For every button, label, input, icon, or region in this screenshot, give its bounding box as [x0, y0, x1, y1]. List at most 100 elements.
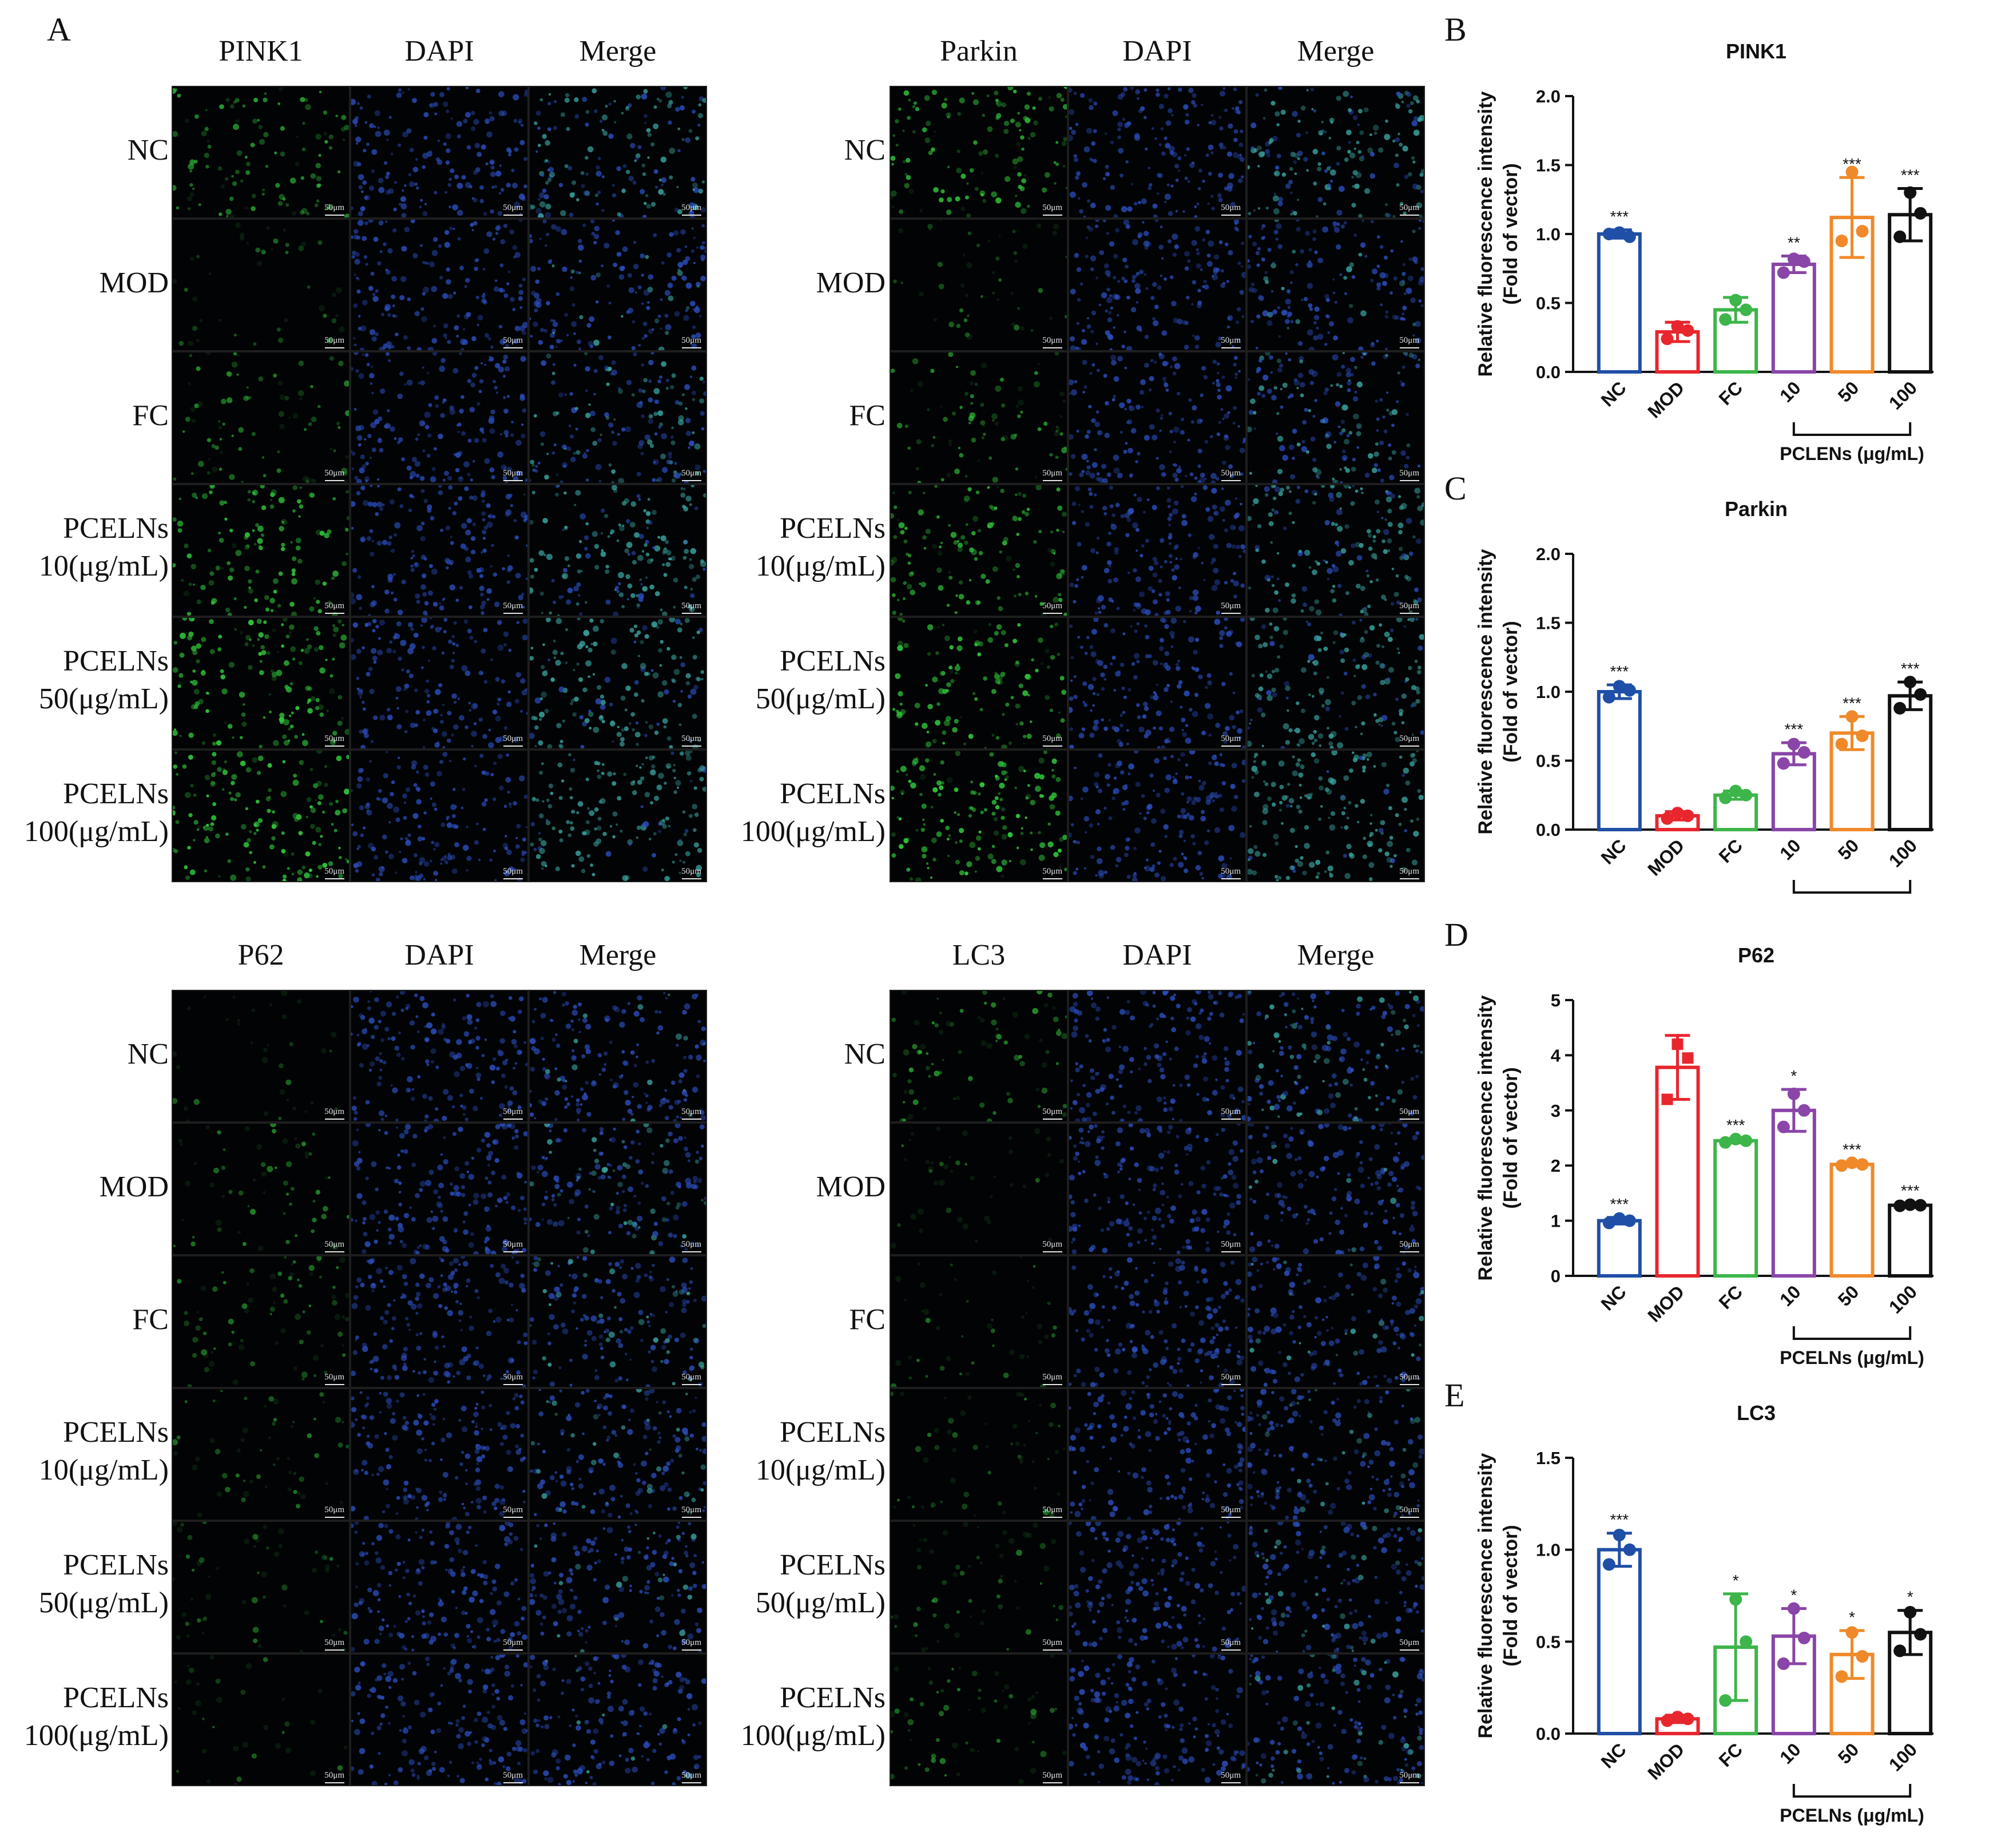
scale-bar — [682, 878, 701, 879]
x-tick-label-10: 10 — [1776, 377, 1805, 406]
row-label-lc3-3: PCELNs 10(μg/mL) — [755, 1416, 886, 1486]
scale-label: 50μm — [324, 734, 344, 743]
micrograph-p62-5-merge: 50μm — [529, 1653, 707, 1786]
micrograph-p62-1-merge: 50μm — [529, 1123, 707, 1255]
micrograph-p62-5-dapi: 50μm — [350, 1653, 529, 1786]
micrograph-parkin-1-dapi: 50μm — [1068, 219, 1246, 351]
group-bracket — [1792, 880, 1912, 894]
scale-bar — [1400, 1782, 1419, 1783]
scale-bar — [1400, 878, 1419, 879]
micrograph-lc3-4-dapi: 50μm — [1068, 1521, 1246, 1653]
data-point — [1893, 1644, 1907, 1657]
data-point — [1623, 230, 1636, 243]
bar-NC — [1597, 1219, 1642, 1278]
scale-bar — [1400, 613, 1419, 614]
scale-bar — [1221, 1649, 1241, 1651]
x-tick-label-FC: FC — [1714, 1281, 1746, 1313]
scale-label: 50μm — [1399, 1638, 1419, 1647]
data-point — [1777, 1657, 1790, 1670]
chart-p62: P62 Relative fluorescence intensity (Fold … — [1475, 943, 1933, 1368]
micrograph-p62-2-p62: 50μm — [172, 1255, 350, 1388]
micrograph-parkin-2-merge: 50μm — [1246, 351, 1425, 484]
y-tick-label: 2.0 — [1536, 544, 1561, 564]
micrograph-p62-5-p62: 50μm — [172, 1653, 350, 1786]
micrograph-parkin-4-merge: 50μm — [1246, 617, 1425, 749]
micrograph-pink1-0-dapi: 50μm — [350, 86, 529, 219]
chart-title: Parkin — [1725, 497, 1788, 521]
x-tick-label-MOD: MOD — [1643, 835, 1688, 879]
data-point — [1671, 807, 1684, 820]
micrograph-pink1-5-dapi: 50μm — [350, 749, 529, 882]
micrograph-lc3-5-lc3: 50μm — [890, 1653, 1068, 1786]
data-point — [1914, 207, 1927, 220]
micrograph-p62-4-merge: 50μm — [529, 1521, 707, 1653]
scale-label: 50μm — [1399, 601, 1419, 610]
significance-NC: *** — [1610, 1511, 1629, 1529]
data-point — [1787, 252, 1800, 265]
scale-bar — [1043, 215, 1062, 216]
scale-label: 50μm — [503, 1505, 523, 1514]
scale-label: 50μm — [681, 203, 701, 212]
data-point — [1613, 226, 1626, 239]
data-point — [1682, 1052, 1694, 1064]
row-label-pink1-0: NC — [127, 134, 169, 166]
micrograph-lc3-2-lc3: 50μm — [890, 1255, 1068, 1388]
y-tick-label: 1.0 — [1536, 682, 1561, 702]
micrograph-pink1-2-pink1: 50μm — [172, 351, 350, 484]
group-label: PCELNs (μg/mL) — [1780, 1805, 1924, 1826]
micrograph-parkin-2-parkin: 50μm — [890, 351, 1068, 484]
scale-label: 50μm — [503, 734, 523, 743]
scale-label: 50μm — [1221, 1505, 1241, 1514]
scale-label: 50μm — [1042, 601, 1062, 610]
scale-label: 50μm — [324, 336, 344, 345]
scale-bar — [503, 215, 523, 216]
column-header-pink1-2: Merge — [579, 35, 657, 68]
data-point — [1681, 809, 1694, 822]
scale-label: 50μm — [1399, 1373, 1419, 1382]
micrograph-parkin-0-parkin: 50μm — [890, 86, 1068, 219]
scale-label: 50μm — [324, 1107, 344, 1116]
micrograph-p62-1-dapi: 50μm — [350, 1123, 529, 1255]
chart-title: PINK1 — [1726, 39, 1786, 63]
scale-bar — [1400, 215, 1419, 216]
scale-label: 50μm — [681, 734, 701, 743]
chart-parkin: Parkin Relative fluorescence intensity (Fo… — [1475, 497, 1933, 894]
y-tick-label: 1.5 — [1536, 1448, 1561, 1468]
scale-label: 50μm — [1042, 336, 1062, 345]
scale-label: 50μm — [681, 1505, 701, 1514]
scale-bar — [1400, 347, 1419, 348]
significance-NC: *** — [1610, 663, 1629, 680]
scale-label: 50μm — [1042, 867, 1062, 876]
column-header-p62-0: P62 — [237, 939, 284, 971]
x-tick-label-NC: NC — [1597, 1281, 1630, 1314]
data-point — [1672, 1038, 1684, 1050]
micrograph-parkin-0-merge: 50μm — [1246, 86, 1425, 219]
scale-bar — [1043, 1782, 1062, 1783]
x-tick-label-NC: NC — [1597, 835, 1630, 868]
column-header-p62-1: DAPI — [404, 939, 474, 971]
panel-letter-d: D — [1444, 916, 1468, 953]
x-tick-label-50: 50 — [1834, 1739, 1863, 1768]
micrograph-p62-3-merge: 50μm — [529, 1388, 707, 1521]
data-point — [1914, 1628, 1927, 1641]
chart-title: LC3 — [1737, 1401, 1776, 1425]
data-point — [1719, 1694, 1732, 1707]
data-point — [1893, 701, 1907, 715]
data-point — [1856, 225, 1869, 238]
bar-50 — [1829, 1163, 1875, 1278]
data-point — [1904, 1605, 1917, 1619]
y-tick-label: 4 — [1551, 1045, 1561, 1065]
row-label-p62-2: FC — [132, 1303, 169, 1336]
data-point — [1914, 1199, 1927, 1212]
micrograph-p62-4-p62: 50μm — [172, 1521, 350, 1653]
scale-bar — [1221, 878, 1241, 879]
data-point — [1893, 230, 1907, 243]
chart-title: P62 — [1738, 943, 1774, 967]
scale-bar — [682, 1251, 701, 1252]
scale-bar — [1221, 1251, 1241, 1252]
bar-NC — [1597, 690, 1642, 831]
x-tick-label-100: 100 — [1885, 377, 1921, 413]
data-point — [1740, 788, 1753, 802]
scale-bar — [1400, 480, 1419, 481]
micrograph-lc3-0-merge: 50μm — [1246, 990, 1425, 1123]
